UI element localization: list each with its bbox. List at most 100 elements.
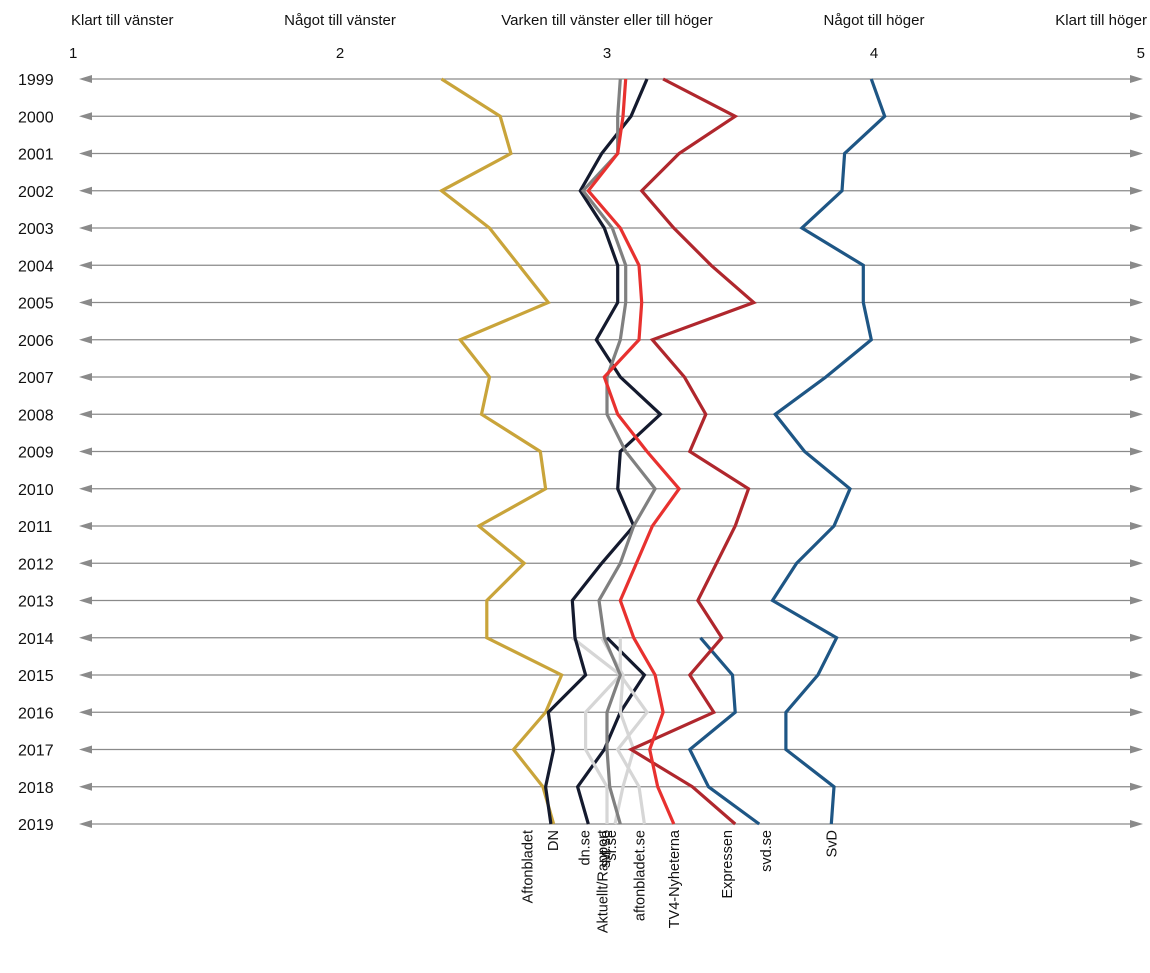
year-label-2016: 2016 [18,705,54,722]
year-label-2000: 2000 [18,109,54,126]
year-label-2014: 2014 [18,631,54,648]
right-arrow-icon [1130,596,1143,605]
left-arrow-icon [79,410,92,419]
scale-tick-3: 3 [603,45,611,62]
left-arrow-icon [79,112,92,121]
year-label-2012: 2012 [18,556,54,573]
right-arrow-icon [1130,149,1143,158]
year-label-2009: 2009 [18,445,54,462]
series-line-aftonbladet-se [615,637,650,825]
series-label-svd-se: svd.se [759,830,775,872]
right-arrow-icon [1130,484,1143,493]
left-arrow-icon [79,373,92,381]
year-label-2018: 2018 [18,780,54,797]
series-line-tv4-nyheterna [586,78,682,825]
right-arrow-icon [1130,671,1143,679]
right-arrow-icon [1130,522,1143,530]
series-line-svd-se [687,636,761,826]
left-arrow-icon [79,522,92,530]
series-label-svd: SvD [824,830,840,857]
series-label-svt-se: svt.se [598,830,614,868]
left-arrow-icon [79,224,92,232]
series-label-tv4-nyheterna: TV4-Nyheterna [667,829,683,928]
series-labels: Aftonbladet DN Expressen SvD Aktuellt/Rappor… [521,829,841,933]
year-label-2004: 2004 [18,258,54,275]
right-arrow-icon [1130,224,1143,232]
series-lines [438,77,887,826]
scale-caption-2: Något till vänster [284,12,396,29]
series-line-expressen [627,77,757,826]
year-label-2017: 2017 [18,743,54,760]
series-label-aftonbladet-se: aftonbladet.se [632,830,648,921]
series-label-aktuellt-rapport: Aktuellt/Rapport [595,830,611,933]
year-label-2010: 2010 [18,482,54,499]
scale-captions: Klart till vänster Något till vänster Vark… [71,12,1147,29]
right-arrow-icon [1130,335,1143,344]
scale-tick-2: 2 [336,45,344,62]
left-arrow-icon [79,335,92,344]
right-arrow-icon [1130,410,1143,419]
left-arrow-icon [79,261,92,270]
right-arrow-icon [1130,782,1143,791]
scale-ticks: 1 2 3 4 5 [69,45,1145,62]
left-arrow-icon [79,75,92,83]
left-arrow-icon [79,298,92,307]
left-arrow-icon [79,782,92,791]
left-arrow-icon [79,596,92,605]
year-label-2008: 2008 [18,407,54,424]
year-label-2019: 2019 [18,817,54,834]
left-arrow-icon [79,484,92,493]
series-label-aftonbladet: Aftonbladet [521,830,537,903]
right-arrow-icon [1130,745,1143,754]
scale-tick-4: 4 [870,45,878,62]
right-arrow-icon [1130,708,1143,717]
series-label-dn-se: dn.se [577,830,593,865]
right-arrow-icon [1130,261,1143,270]
series-line-dn [543,78,663,825]
left-arrow-icon [79,149,92,158]
scale-caption-5: Klart till höger [1055,12,1147,29]
right-arrow-icon [1130,447,1143,456]
right-arrow-icon [1130,373,1143,381]
year-label-2001: 2001 [18,147,54,164]
right-arrow-icon [1130,820,1143,828]
right-arrow-icon [1130,186,1143,195]
left-arrow-icon [79,447,92,456]
right-arrow-icon [1130,559,1143,568]
scale-caption-1: Klart till vänster [71,12,174,29]
series-label-expressen: Expressen [720,830,736,899]
series-line-aktuellt-rapport [580,78,658,825]
year-label-2015: 2015 [18,668,54,685]
left-arrow-icon [79,745,92,754]
series-line-sr-se [571,636,623,824]
series-line-svd [770,78,887,825]
left-arrow-icon [79,708,92,717]
left-arrow-icon [79,559,92,568]
left-arrow-icon [79,820,92,828]
right-arrow-icon [1130,112,1143,121]
right-arrow-icon [1130,633,1143,642]
series-label-dn: DN [546,830,562,851]
year-label-2005: 2005 [18,296,54,313]
scale-tick-5: 5 [1137,45,1145,62]
series-line-aftonbladet [438,77,564,825]
year-grid: 1999 2000 2001 2002 2003 2004 2005 2006 2007 2008… [18,72,1143,834]
scale-caption-3: Varken till vänster eller till höger [501,12,712,29]
right-arrow-icon [1130,298,1143,307]
year-label-2013: 2013 [18,594,54,611]
year-label-2007: 2007 [18,370,54,387]
scale-caption-4: Något till höger [824,12,925,29]
year-label-2011: 2011 [18,519,53,536]
left-arrow-icon [79,633,92,642]
left-arrow-icon [79,186,92,195]
left-arrow-icon [79,671,92,679]
series-line-dn-se [575,636,647,825]
series-label-sr-se: sr.se [604,830,620,861]
scale-tick-1: 1 [69,45,77,62]
right-arrow-icon [1130,75,1143,83]
year-label-2006: 2006 [18,333,54,350]
year-label-2002: 2002 [18,184,54,201]
year-label-2003: 2003 [18,221,54,238]
year-label-1999: 1999 [18,72,54,89]
